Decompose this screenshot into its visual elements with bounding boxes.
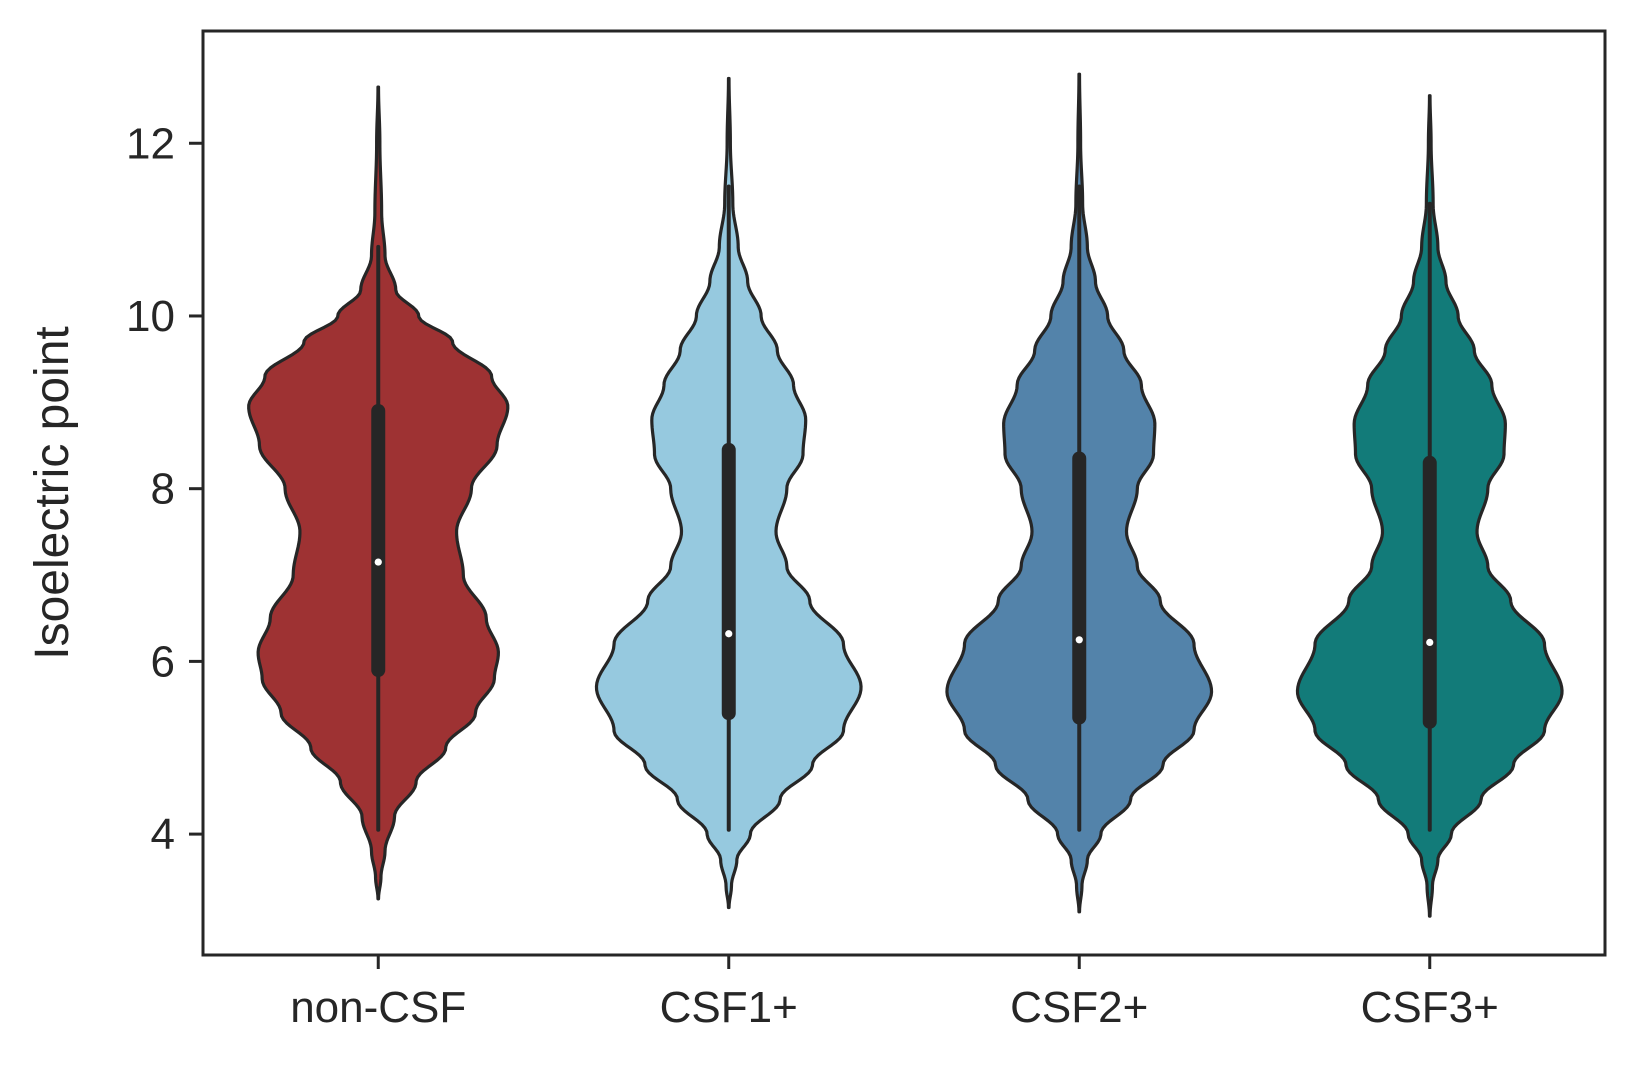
x-tick-label-CSF3+: CSF3+: [1361, 983, 1499, 1032]
median-dot-CSF2+: [1075, 636, 1083, 644]
x-tick-label-non-CSF: non-CSF: [290, 983, 466, 1032]
y-tick-label-8: 8: [151, 465, 175, 514]
y-axis-title: Isoelectric point: [26, 326, 79, 660]
median-dot-CSF1+: [725, 630, 733, 638]
median-dot-non-CSF: [374, 558, 382, 566]
x-tick-label-CSF1+: CSF1+: [660, 983, 798, 1032]
y-axis: 4 6 8 10 12: [126, 119, 203, 859]
y-tick-label-4: 4: [151, 810, 175, 859]
violins-layer: [247, 72, 1564, 918]
y-tick-label-12: 12: [126, 119, 175, 168]
y-tick-label-10: 10: [126, 292, 175, 341]
boxes-layer: [371, 184, 1437, 832]
x-axis: non-CSF CSF1+ CSF2+ CSF3+: [290, 955, 1499, 1032]
median-dot-CSF3+: [1426, 638, 1434, 646]
plot-frame: [201, 29, 1607, 957]
y-tick-label-6: 6: [151, 637, 175, 686]
x-tick-label-CSF2+: CSF2+: [1010, 983, 1148, 1032]
